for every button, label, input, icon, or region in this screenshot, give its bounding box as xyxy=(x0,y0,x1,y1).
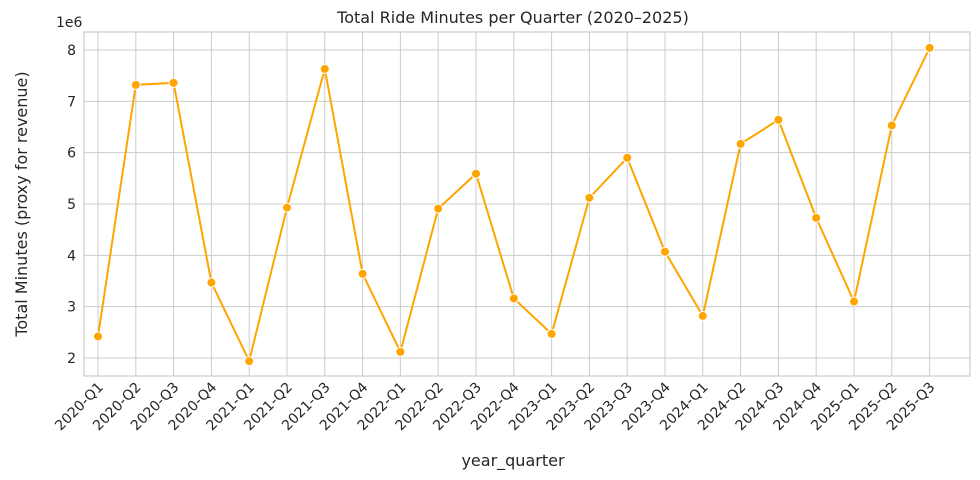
data-point xyxy=(886,120,897,131)
data-point xyxy=(584,192,595,203)
y-tick-label: 5 xyxy=(67,197,76,213)
data-point xyxy=(130,79,141,90)
data-points xyxy=(93,42,935,367)
data-point xyxy=(811,212,822,223)
y-tick-label: 8 xyxy=(67,43,76,59)
data-point xyxy=(773,114,784,125)
data-point xyxy=(319,63,330,74)
data-point xyxy=(471,168,481,179)
data-point xyxy=(508,293,519,304)
y-tick-label: 6 xyxy=(67,146,76,162)
y-tick-label: 3 xyxy=(67,300,76,316)
data-point xyxy=(660,246,670,257)
data-point xyxy=(206,277,217,288)
y-offset-label: 1e6 xyxy=(56,15,83,31)
data-point xyxy=(622,152,633,163)
data-point xyxy=(924,42,935,53)
y-tick-label: 4 xyxy=(67,248,76,264)
data-point xyxy=(282,202,292,213)
plot-frame xyxy=(83,31,971,377)
y-axis-label: Total Minutes (proxy for revenue) xyxy=(12,71,31,337)
y-tick-labels: 2 3 4 5 6 7 8 xyxy=(67,43,76,367)
data-point xyxy=(395,346,406,357)
data-point xyxy=(849,296,859,307)
x-tick-labels: 2020-Q12020-Q22020-Q32020-Q42021-Q12021-… xyxy=(52,379,938,434)
y-tick-label: 7 xyxy=(67,94,76,110)
data-point xyxy=(93,331,103,342)
data-point xyxy=(735,138,746,149)
data-point xyxy=(357,268,368,279)
data-point xyxy=(546,328,557,339)
x-axis-label: year_quarter xyxy=(461,451,564,471)
data-point xyxy=(697,310,708,321)
data-point xyxy=(244,356,255,367)
data-point xyxy=(433,203,444,214)
chart-title: Total Ride Minutes per Quarter (2020–202… xyxy=(336,8,689,27)
data-point xyxy=(168,77,179,88)
grid-lines xyxy=(84,32,970,376)
y-tick-label: 2 xyxy=(67,351,76,367)
